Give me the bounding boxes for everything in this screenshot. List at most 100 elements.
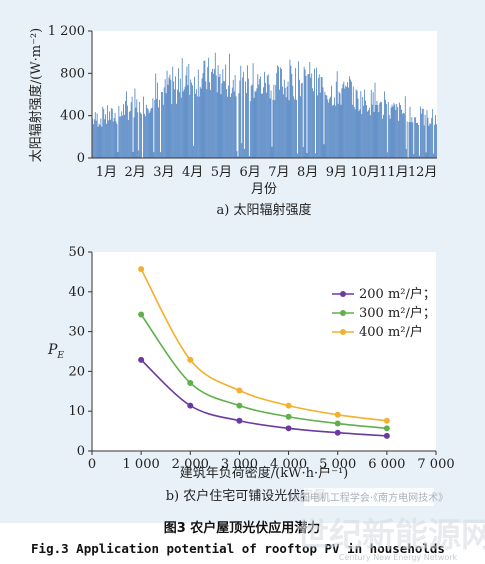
chart-a-bar [311,73,313,158]
chart-a-bar [408,122,410,158]
chart-a-bar [370,89,372,158]
chart-a-bar [103,108,105,158]
chart-a-bar [359,109,361,158]
chart-b-point [285,402,292,409]
chart-a-bar [383,114,384,158]
chart-a-bar [97,126,99,158]
chart-a-bar [170,79,172,158]
chart-a-bar [114,112,116,158]
chart-a-bar [321,77,323,158]
chart-a-bar [425,152,427,158]
chart-a-bar [151,107,153,158]
chart-a-bar [395,109,397,158]
chart-a-bar [145,104,147,158]
chart-a-bar [347,82,349,158]
chart-b-point [285,413,292,420]
chart-a-bar [400,105,401,158]
chart-a-bar [380,101,382,158]
chart-a-bar [184,86,186,158]
chart-a-bar [253,97,255,158]
chart-a-bar [327,99,329,158]
chart-a-bar [149,111,151,158]
chart-a-bar [274,100,276,158]
chart-a-bar [225,64,227,158]
chart-a-bar [101,126,103,158]
chart-a-bar [405,148,407,158]
chart-a-bar [364,89,366,158]
chart-a-bar [125,100,126,158]
chart-a-bar [227,96,228,158]
chart-a-bar [201,78,203,158]
chart-a-bar [266,75,268,158]
chart-a-bar [351,104,353,158]
chart-a-bar [168,77,170,158]
chart-a-bar [113,118,115,158]
chart-a-bar [161,92,163,158]
chart-a-bar [430,123,432,158]
chart-a-bar [136,99,138,158]
chart-a-bar [173,81,175,158]
chart-a-bar [360,91,362,158]
chart-a-bars [92,52,437,159]
chart-a-bar [418,124,419,158]
chart-a-bar [367,111,368,158]
chart-b-legend-marker [340,310,346,316]
chart-a-bar [160,152,161,158]
chart-a-bar [153,152,155,158]
chart-b-legend-marker [340,291,346,297]
chart-a-bar [348,87,349,158]
chart-a-x-tick-label: 10月 [350,165,380,180]
chart-a-bar [281,68,282,158]
chart-b-point [383,417,390,424]
chart-a-bar [410,122,412,158]
chart-a-bar [428,125,430,158]
chart-a-bar [115,121,117,158]
chart-a-bar [402,112,404,158]
chart-a-bar [244,148,245,158]
chart-a-x-tick-label: 6月 [239,165,260,180]
chart-a-bar [411,117,413,158]
chart-a-bar [158,107,159,158]
chart-a-bar [276,72,278,158]
chart-b-point [334,411,341,418]
chart-a-bar [246,92,247,158]
chart-a-bar [272,99,274,158]
chart-a-bar [366,105,367,158]
chart-a-bar [218,77,220,158]
chart-a-bar [333,97,335,158]
chart-a-bar [298,61,299,158]
chart-b-legend: 200 m²/户； 300 m²/户； 400 m²/户 [332,286,436,340]
chart-a-bar [288,100,290,158]
chart-a-bar [230,93,232,158]
chart-b-x-tick-label: 4 000 [270,457,307,472]
chart-b-point [236,387,243,394]
chart-a-x-axis-label: 月份 [251,182,277,197]
chart-a-bar [427,117,429,158]
chart-a-bar [357,98,359,158]
chart-a-bar [106,123,107,158]
chart-a-bar [175,76,176,158]
chart-a-bar [169,74,171,158]
chart-a-x-tick-label: 5月 [211,165,232,180]
chart-b-x-tick-label: 6 000 [368,457,405,472]
chart-a-bar [224,81,226,158]
chart-a-bar [161,91,162,158]
chart-a-bar [295,67,297,158]
chart-b-series-line-0 [140,359,387,437]
chart-b: 0 10 20 30 40 50 0 1 000 2 000 3 000 4 000 5 000 6 … [47,245,455,504]
chart-a-bar [331,85,332,158]
chart-a-bar [300,83,302,158]
chart-a-bar [144,116,146,158]
chart-a-bar [197,69,199,158]
chart-a-bar [120,116,122,158]
chart-a-bar [265,92,267,158]
chart-b-x-axis-label: 建筑年负荷密度/(kW·h·户⁻¹) [180,465,348,481]
chart-a-bar [386,152,388,158]
chart-a-x-tick-label: 9月 [326,165,347,180]
chart-a-bar [263,87,264,158]
chart-a-bar [293,96,295,158]
chart-a-bar [229,53,230,158]
chart-a-bar [415,117,417,158]
chart-a-bar [131,96,133,158]
